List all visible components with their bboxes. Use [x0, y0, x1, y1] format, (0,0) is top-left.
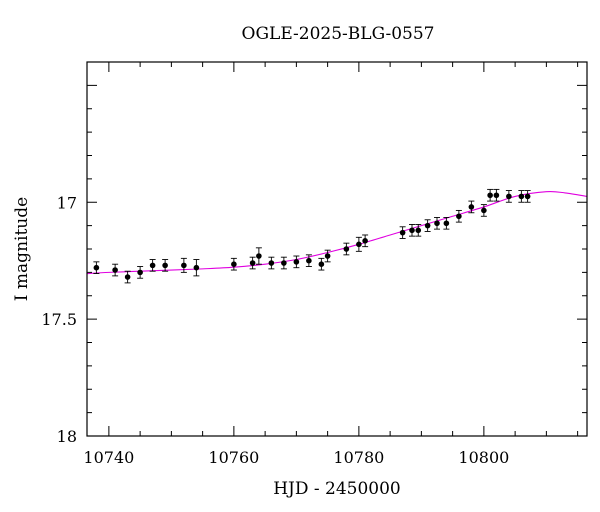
plot-frame: [86, 61, 588, 437]
data-point: [493, 188, 500, 202]
data-point: [518, 190, 525, 203]
data-point: [280, 256, 287, 270]
chart-title: OGLE-2025-BLG-0557: [242, 24, 435, 44]
data-point: [305, 254, 312, 267]
data-point: [268, 256, 275, 270]
data-marker: [362, 238, 368, 244]
data-point: [193, 259, 200, 277]
data-marker: [481, 207, 487, 214]
data-point: [293, 255, 300, 269]
data-point: [255, 247, 262, 265]
data-marker: [434, 220, 440, 227]
data-point: [324, 249, 331, 263]
data-marker: [93, 264, 100, 271]
data-point: [149, 259, 156, 272]
data-point: [434, 216, 440, 230]
data-point: [93, 261, 100, 274]
data-marker: [487, 192, 493, 199]
x-tick-label: 10780: [333, 448, 384, 467]
data-point: [505, 190, 512, 203]
y-tick-label: 17: [57, 193, 77, 212]
data-point: [455, 209, 462, 223]
data-marker: [424, 222, 431, 229]
x-tick-label: 10760: [208, 448, 259, 467]
data-point: [343, 242, 350, 256]
data-marker: [524, 193, 531, 200]
data-marker: [506, 193, 512, 200]
data-point: [487, 188, 494, 202]
y-axis-label: I magnitude: [12, 197, 32, 301]
data-marker: [124, 274, 131, 280]
data-marker: [415, 227, 422, 234]
data-marker: [193, 264, 200, 271]
data-marker: [409, 227, 415, 234]
data-marker: [356, 241, 362, 248]
x-axis-label: HJD - 2450000: [273, 479, 401, 499]
data-point: [524, 190, 531, 203]
data-point: [230, 257, 237, 271]
data-marker: [231, 261, 237, 267]
data-point: [162, 259, 169, 272]
data-marker: [518, 193, 525, 200]
data-marker: [112, 267, 118, 273]
model-curve-layer: [87, 191, 587, 275]
data-marker: [268, 260, 275, 266]
data-marker: [443, 220, 450, 227]
data-point: [137, 266, 144, 279]
data-point: [249, 256, 256, 270]
data-marker: [249, 260, 256, 266]
data-point: [399, 226, 406, 239]
data-marker: [149, 262, 156, 269]
data-point: [318, 257, 325, 271]
model-curve: [87, 191, 587, 275]
data-marker: [281, 260, 287, 266]
data-marker: [293, 259, 300, 265]
data-point: [424, 219, 431, 232]
data-point: [443, 216, 450, 230]
data-points-layer: [93, 188, 531, 284]
axis-ticks: [87, 61, 587, 437]
data-marker: [456, 213, 462, 220]
data-point: [468, 200, 475, 214]
data-point: [180, 257, 187, 273]
data-marker: [256, 253, 262, 259]
data-marker: [162, 262, 168, 269]
data-point: [409, 224, 415, 237]
data-point: [480, 204, 487, 217]
data-marker: [181, 262, 187, 269]
y-tick-label: 18: [57, 427, 77, 446]
data-marker: [343, 246, 350, 252]
data-marker: [399, 229, 406, 236]
data-marker: [324, 253, 331, 259]
x-tick-label: 10740: [83, 448, 134, 467]
data-point: [355, 236, 362, 252]
data-marker: [306, 257, 312, 264]
data-marker: [493, 192, 500, 199]
data-point: [124, 270, 131, 284]
data-marker: [468, 204, 475, 210]
data-point: [112, 263, 119, 277]
x-tick-label: 10800: [458, 448, 509, 467]
tick-labels: 10740 10760 10780 10800 17 17.5 18: [41, 193, 509, 467]
data-point: [362, 234, 369, 248]
data-point: [415, 224, 422, 237]
y-tick-label: 17.5: [41, 310, 77, 329]
data-marker: [137, 269, 143, 276]
data-marker: [318, 261, 325, 267]
